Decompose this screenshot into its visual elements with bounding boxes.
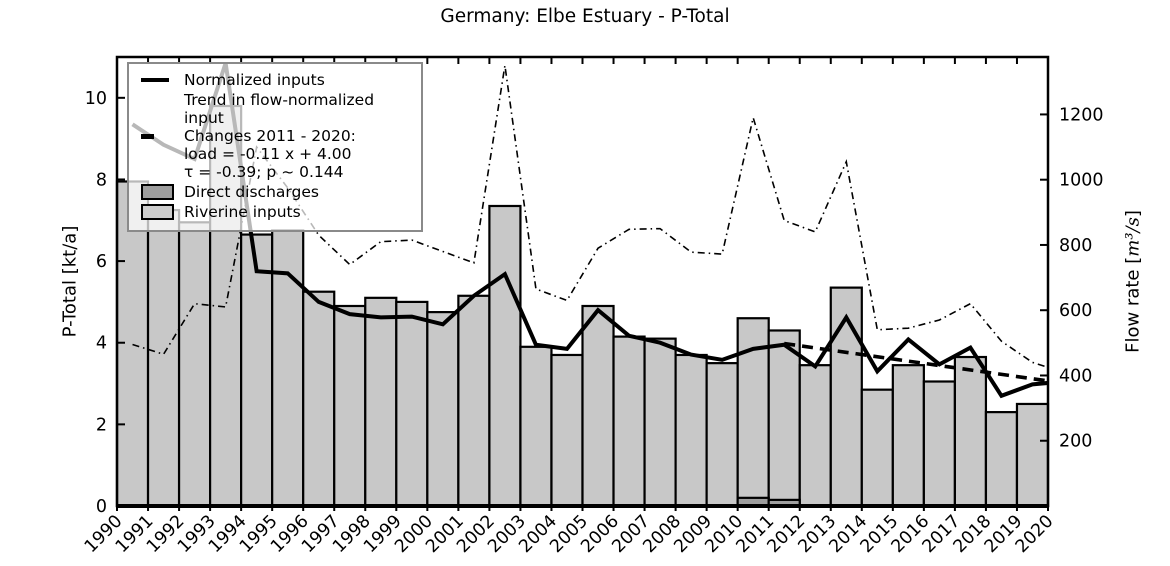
bar-riverine-2000 — [426, 311, 460, 508]
legend-label-direct: Direct discharges — [184, 183, 319, 201]
legend-trend-text: Trend in flow-normalized input Changes 2… — [184, 91, 413, 181]
y-left-tick-label-4: 4 — [96, 334, 107, 354]
y-right-tick-label-1200: 1200 — [1059, 105, 1104, 125]
bar-riverine-1992 — [177, 221, 212, 508]
direct-discharges-swatch-icon — [141, 184, 175, 200]
bar-riverine-1999 — [395, 300, 429, 508]
y-left-tick-label-0: 0 — [96, 497, 107, 517]
bar-riverine-2016 — [922, 380, 956, 508]
bar-riverine-1998 — [364, 296, 398, 508]
legend-label-riverine: Riverine inputs — [184, 203, 301, 221]
y-left-tick-label-6: 6 — [96, 252, 107, 272]
y-axis-label-right: Flow rate [m³/s] — [1123, 132, 1144, 432]
bar-riverine-2019 — [1015, 402, 1050, 508]
y-right-tick-label-1000: 1000 — [1059, 171, 1104, 191]
bar-riverine-2003 — [519, 345, 553, 508]
y-right-tick-label-400: 400 — [1059, 366, 1092, 386]
riverine-inputs-swatch-icon — [141, 204, 175, 220]
bar-riverine-2002 — [488, 204, 522, 508]
y-axis-label-right-prefix: Flow rate [ — [1122, 256, 1144, 353]
legend-item-normalized: Normalized inputs — [138, 71, 413, 89]
normalized-inputs-line — [131, 62, 1048, 399]
legend-label-normalized: Normalized inputs — [184, 71, 325, 89]
bar-riverine-2005 — [581, 304, 615, 508]
legend-trend-line-4: τ = -0.39; p ~ 0.144 — [184, 163, 344, 181]
bar-riverine-2012 — [798, 364, 832, 508]
bar-riverine-2006 — [612, 335, 646, 508]
trend-dash-swatch-icon — [141, 133, 175, 139]
bar-riverine-1994 — [240, 233, 274, 508]
legend-trend-line-3: load = -0.11 x + 4.00 — [184, 145, 352, 163]
y-left-tick-label-8: 8 — [96, 170, 107, 190]
y-axis-label-right-math: m³/s — [1122, 217, 1144, 257]
y-right-tick-label-200: 200 — [1059, 432, 1092, 452]
legend-item-riverine: Riverine inputs — [138, 203, 413, 221]
legend-item-trend: Trend in flow-normalized input Changes 2… — [138, 91, 413, 181]
bar-riverine-1997 — [333, 304, 367, 508]
y-left-tick-label-2: 2 — [96, 415, 107, 435]
bar-riverine-2004 — [550, 353, 584, 508]
chart-title: Germany: Elbe Estuary - P-Total — [440, 6, 730, 27]
bar-riverine-2015 — [891, 364, 925, 508]
y-axis-label-right-suffix: ] — [1122, 210, 1144, 218]
y-right-tick-label-600: 600 — [1059, 301, 1092, 321]
bar-riverine-1996 — [302, 290, 336, 508]
y-right-tick-label-800: 800 — [1059, 236, 1092, 256]
bar-riverine-1991 — [146, 208, 181, 508]
bar-riverine-2009 — [705, 362, 739, 508]
bar-riverine-1995 — [271, 229, 305, 508]
trend-line — [783, 341, 1048, 383]
legend-trend-line-1: Trend in flow-normalized input — [184, 91, 375, 127]
bar-riverine-2018 — [984, 411, 1019, 508]
normalized-line-swatch-icon — [141, 78, 175, 82]
legend: Normalized inputs Trend in flow-normaliz… — [127, 62, 423, 232]
y-left-tick-label-10: 10 — [85, 89, 107, 109]
bar-riverine-2014 — [860, 388, 894, 508]
bar-riverine-2017 — [953, 355, 988, 508]
bar-riverine-2011 — [767, 329, 801, 508]
y-axis-label-left: P-Total [kt/a] — [59, 225, 81, 338]
legend-item-direct: Direct discharges — [138, 183, 413, 201]
flow-rate-line — [132, 65, 1048, 369]
bar-riverine-2001 — [457, 294, 491, 508]
bar-riverine-2008 — [674, 353, 708, 508]
bar-riverine-2007 — [643, 337, 677, 508]
legend-trend-line-2: Changes 2011 - 2020: — [184, 127, 356, 145]
bar-riverine-2010 — [736, 317, 770, 508]
